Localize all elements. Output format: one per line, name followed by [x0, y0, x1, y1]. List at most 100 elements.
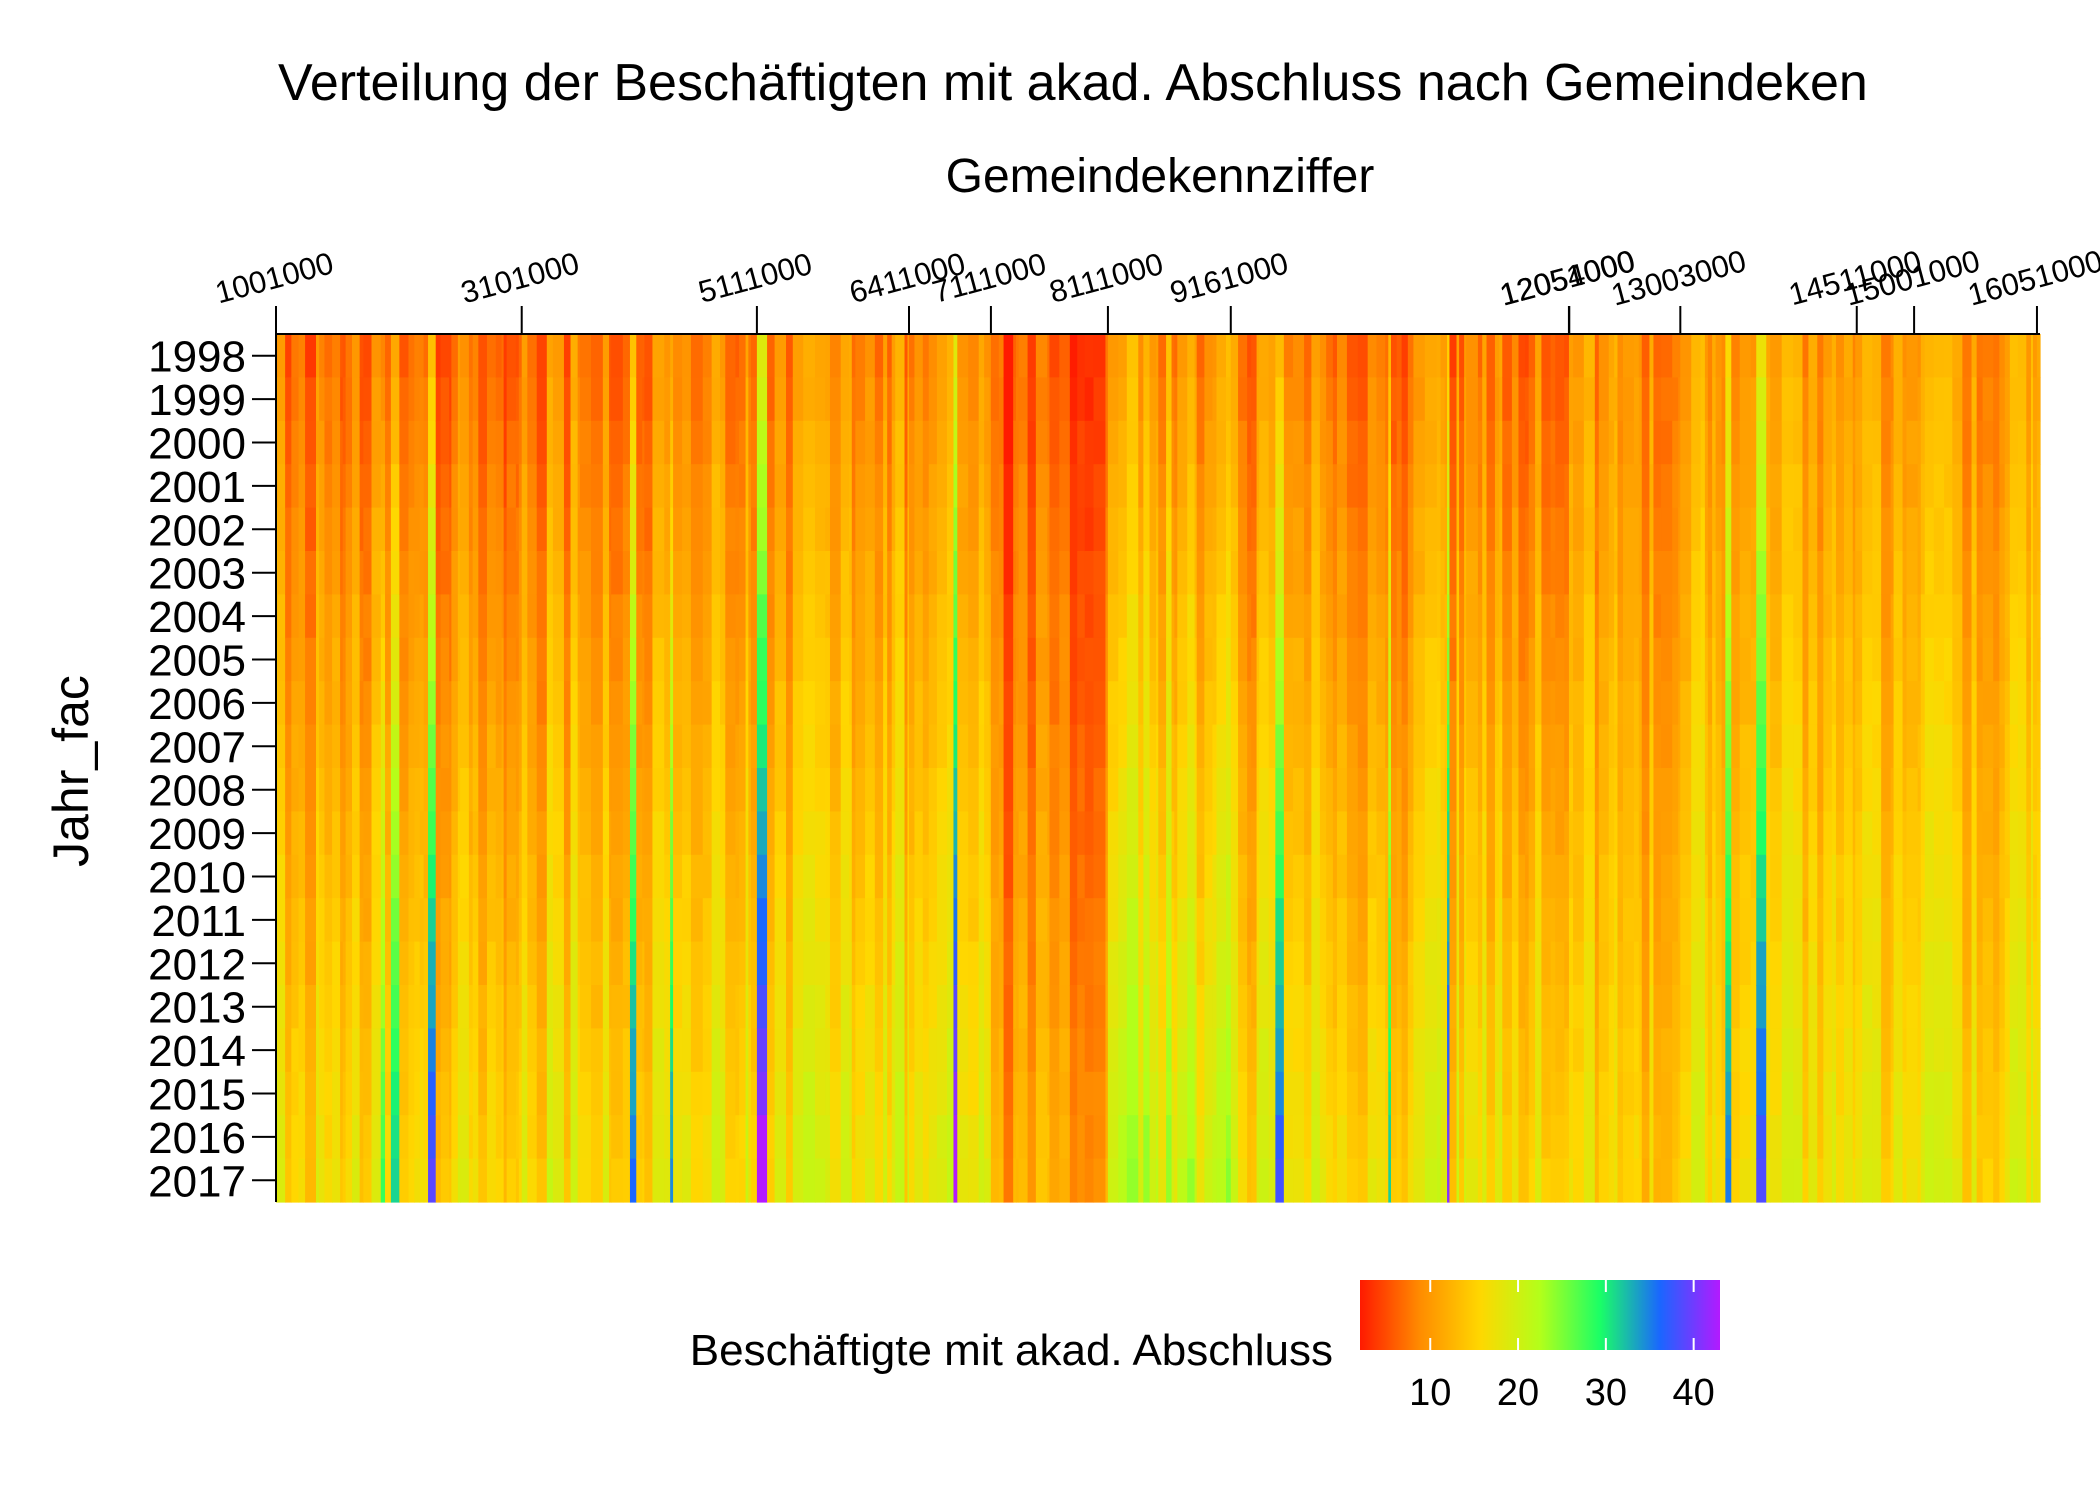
- heatmap-cell: [1332, 898, 1338, 943]
- heatmap-cell: [1541, 1115, 1552, 1160]
- heatmap-cell: [1852, 1115, 1856, 1160]
- heatmap-cell: [989, 420, 992, 465]
- heatmap-cell: [1388, 811, 1392, 856]
- heatmap-cell: [1447, 420, 1451, 465]
- heatmap-cell: [922, 985, 930, 1029]
- heatmap-cell: [1346, 637, 1359, 682]
- heatmap-cell: [1230, 941, 1239, 986]
- heatmap-cell: [515, 464, 520, 509]
- heatmap-cell: [1608, 681, 1615, 726]
- heatmap-cell: [1872, 377, 1882, 422]
- heatmap-cell: [1367, 681, 1378, 726]
- heatmap-cell: [946, 464, 955, 509]
- heatmap-cell: [1680, 420, 1692, 465]
- heatmap-cell: [1158, 854, 1167, 899]
- heatmap-cell: [298, 1158, 306, 1203]
- heatmap-cell: [1528, 594, 1536, 639]
- heatmap-cell: [946, 551, 955, 595]
- heatmap-cell: [518, 941, 523, 986]
- heatmap-cell: [457, 507, 461, 552]
- heatmap-cell: [1456, 377, 1460, 422]
- heatmap-cell: [968, 1158, 980, 1203]
- heatmap-cell: [1653, 377, 1662, 422]
- heatmap-cell: [907, 507, 910, 552]
- heatmap-cell: [953, 594, 958, 639]
- heatmap-cell: [739, 811, 747, 856]
- heatmap-cell: [1268, 1028, 1276, 1073]
- heatmap-cell: [774, 1115, 787, 1160]
- heatmap-cell: [527, 681, 538, 726]
- heatmap-cell: [1494, 507, 1500, 552]
- heatmap-cell: [1502, 1071, 1513, 1116]
- heatmap-cell: [536, 724, 548, 769]
- heatmap-cell: [419, 507, 425, 552]
- heatmap-cell: [1177, 594, 1188, 639]
- heatmap-cell: [1933, 941, 1945, 986]
- heatmap-cell: [1852, 681, 1856, 726]
- heatmap-cell: [998, 985, 1005, 1029]
- heatmap-cell: [1155, 854, 1159, 899]
- heatmap-cell: [423, 377, 429, 422]
- heatmap-cell: [1444, 334, 1448, 378]
- heatmap-cell: [735, 334, 740, 378]
- heatmap-cell: [792, 1028, 804, 1073]
- heatmap-cell: [895, 768, 906, 812]
- heatmap-cell: [1535, 898, 1543, 943]
- heatmap-cell: [1138, 594, 1144, 639]
- heatmap-cell: [636, 1071, 643, 1116]
- heatmap-cell: [1707, 507, 1713, 552]
- heatmap-cell: [1528, 811, 1536, 856]
- heatmap-cell: [1924, 854, 1935, 899]
- heatmap-cell: [495, 768, 503, 812]
- heatmap-cell: [276, 377, 279, 422]
- heatmap-cell: [1739, 420, 1752, 465]
- heatmap-cell: [503, 768, 508, 812]
- heatmap-cell: [887, 464, 893, 509]
- heatmap-cell: [291, 1028, 300, 1073]
- heatmap-cell: [1118, 1028, 1128, 1073]
- heatmap-cell: [1367, 637, 1378, 682]
- heatmap-cell: [725, 985, 736, 1029]
- heatmap-cell: [1573, 420, 1585, 465]
- heatmap-cell: [751, 941, 758, 986]
- heatmap-cell: [324, 941, 333, 986]
- heatmap-cell: [1212, 724, 1218, 769]
- heatmap-cell: [914, 637, 924, 682]
- heatmap-cell: [486, 985, 497, 1029]
- heatmap-cell: [922, 1028, 930, 1073]
- heatmap-cell: [478, 464, 488, 509]
- heatmap-cell: [1906, 941, 1919, 986]
- heatmap-cell: [1027, 898, 1037, 943]
- heatmap-cell: [1069, 681, 1078, 726]
- heatmap-cell: [1623, 464, 1635, 509]
- heatmap-cell: [914, 811, 924, 856]
- heatmap-cell: [363, 724, 373, 769]
- heatmap-cell: [907, 1115, 910, 1160]
- heatmap-cell: [1107, 420, 1119, 465]
- heatmap-cell: [1691, 854, 1702, 899]
- heatmap-cell: [1216, 854, 1227, 899]
- heatmap-cell: [1194, 420, 1198, 465]
- heatmap-cell: [1413, 377, 1426, 422]
- heatmap-cell: [332, 507, 341, 552]
- heatmap-cell: [577, 985, 581, 1029]
- heatmap-cell: [909, 1158, 916, 1203]
- heatmap-cell: [702, 420, 713, 465]
- heatmap-cell: [1920, 898, 1926, 943]
- heatmap-cell: [865, 507, 876, 552]
- heatmap-cell: [1424, 1071, 1438, 1116]
- heatmap-cell: [1293, 854, 1305, 899]
- heatmap-cell: [1502, 724, 1513, 769]
- heatmap-cell: [501, 811, 505, 856]
- heatmap-cell: [1482, 377, 1488, 422]
- heatmap-cell: [1511, 464, 1520, 509]
- heatmap-cell: [1424, 637, 1438, 682]
- heatmap-cell: [515, 724, 520, 769]
- heatmap-cell: [1105, 334, 1109, 378]
- heatmap-cell: [887, 377, 893, 422]
- heatmap-cell: [984, 377, 991, 422]
- heatmap-cell: [946, 854, 955, 899]
- heatmap-cell: [1649, 768, 1655, 812]
- heatmap-cell: [1568, 898, 1574, 943]
